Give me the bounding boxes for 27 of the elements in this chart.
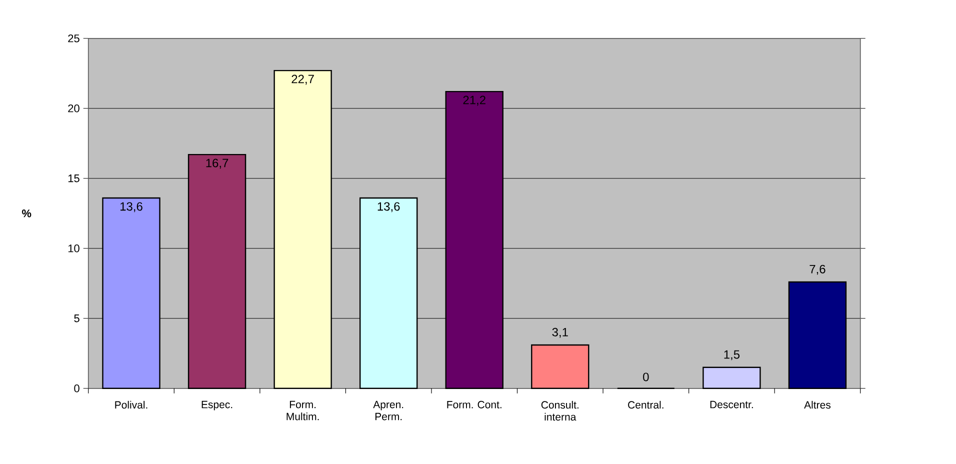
x-tick-label: Descentr. [710, 400, 753, 408]
y-tick-label: 10 [68, 244, 80, 252]
data-label: 21,2 [463, 96, 486, 106]
y-tick-label: 5 [74, 314, 80, 322]
x-tick-label: Consult. interna [541, 400, 578, 421]
y-tick-label: 25 [68, 34, 80, 42]
data-label: 22,7 [292, 74, 314, 85]
x-tick-label: Espec. [202, 400, 232, 410]
x-tick-label: Form. Cont. [447, 400, 502, 408]
x-tick-label: Apren. Perm. [373, 400, 404, 420]
y-tick-label: 15 [68, 174, 80, 182]
x-tick-label: Form. Multim. [286, 400, 319, 420]
data-label: 1,5 [724, 350, 740, 360]
x-tick-label: Central. [628, 400, 664, 409]
y-axis-title: % [22, 210, 32, 218]
y-tick-label: 0 [74, 384, 80, 392]
y-tick-label: 20 [68, 104, 80, 112]
bar [531, 344, 590, 389]
data-label: 13,6 [378, 202, 400, 212]
data-label: 0 [643, 372, 649, 382]
x-tick-label: Polival. [115, 400, 148, 409]
data-label: 7,6 [810, 264, 826, 275]
data-label: 3,1 [552, 328, 568, 338]
data-label: 13,6 [120, 202, 142, 212]
x-tick-label: Altres [804, 400, 831, 409]
data-label: 16,7 [206, 158, 228, 169]
bar [702, 366, 761, 389]
